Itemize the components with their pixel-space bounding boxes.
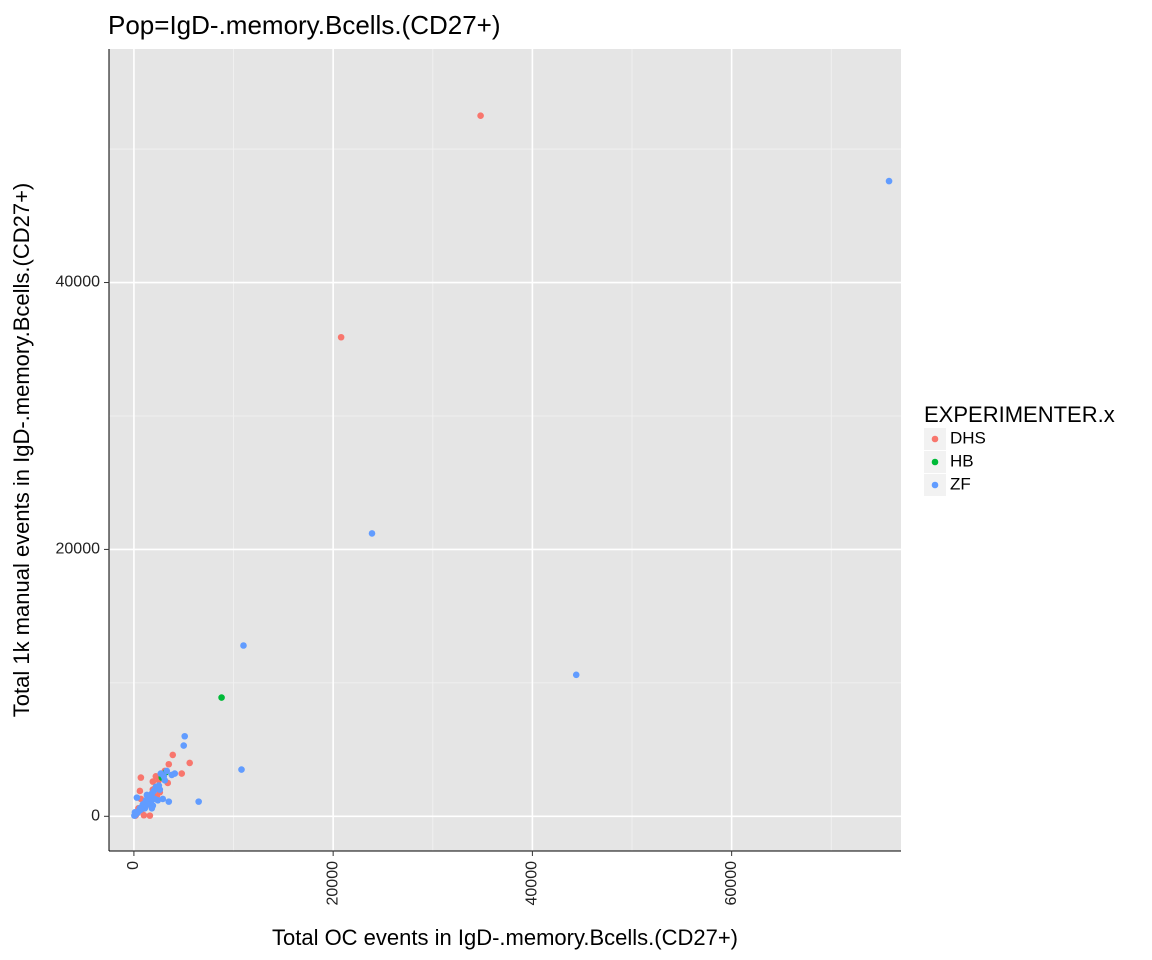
- data-point: [169, 751, 177, 759]
- minor-gridlines: [109, 49, 901, 851]
- data-point: [133, 794, 141, 801]
- data-point: [885, 177, 893, 185]
- y-axis-label: Total 1k manual events in IgD-.memory.Bc…: [9, 183, 34, 718]
- data-point: [136, 787, 144, 795]
- data-point: [240, 642, 247, 649]
- x-axis-ticks: 0 20000 40000 60000: [125, 851, 740, 906]
- data-points: [131, 112, 893, 819]
- data-point: [186, 759, 193, 767]
- x-axis-label: Total OC events in IgD-.memory.Bcells.(C…: [272, 925, 738, 950]
- data-point: [181, 732, 189, 740]
- data-point: [163, 767, 171, 775]
- legend-label: DHS: [950, 428, 986, 447]
- data-point: [238, 766, 245, 773]
- legend: EXPERIMENTER.x DHS HB ZF: [924, 402, 1115, 496]
- data-point: [151, 795, 159, 803]
- data-point: [131, 812, 138, 819]
- data-point: [137, 774, 145, 781]
- data-point: [159, 795, 167, 803]
- legend-label: HB: [950, 451, 974, 470]
- chart-title: Pop=IgD-.memory.Bcells.(CD27+): [108, 10, 501, 40]
- data-point: [152, 772, 160, 780]
- legend-items: DHS HB ZF: [924, 428, 986, 496]
- data-point: [160, 772, 168, 780]
- data-point: [195, 798, 202, 805]
- data-point: [143, 791, 151, 799]
- data-point: [218, 694, 225, 701]
- y-tick-label: 20000: [56, 541, 101, 558]
- series-zf: [131, 177, 893, 819]
- legend-key-point: [931, 458, 939, 466]
- data-point: [148, 804, 156, 812]
- data-point: [168, 771, 176, 779]
- data-point: [146, 812, 154, 819]
- x-tick-label: 0: [125, 861, 142, 870]
- data-point: [180, 742, 188, 749]
- data-point: [477, 112, 484, 120]
- data-point: [165, 798, 173, 805]
- y-tick-label: 40000: [56, 274, 101, 291]
- data-point: [156, 786, 164, 793]
- legend-item-dhs: DHS: [924, 428, 986, 450]
- y-axis-ticks: 0 20000 40000: [56, 274, 109, 825]
- data-point: [572, 671, 580, 679]
- legend-label: ZF: [950, 474, 971, 493]
- x-tick-label: 20000: [324, 861, 341, 906]
- plot-panel: [109, 49, 901, 851]
- legend-title: EXPERIMENTER.x: [924, 402, 1115, 427]
- x-tick-label: 60000: [723, 861, 740, 906]
- legend-item-zf: ZF: [924, 474, 971, 496]
- legend-key-point: [931, 435, 939, 443]
- x-tick-label: 40000: [524, 861, 541, 906]
- data-point: [178, 770, 186, 777]
- y-tick-label: 0: [91, 808, 100, 825]
- data-point: [140, 811, 148, 819]
- legend-item-hb: HB: [924, 451, 974, 473]
- data-point: [368, 530, 376, 537]
- data-point: [337, 333, 345, 341]
- data-point: [165, 760, 173, 768]
- major-gridlines: [109, 49, 901, 851]
- legend-key-point: [931, 481, 939, 489]
- data-point: [149, 778, 157, 785]
